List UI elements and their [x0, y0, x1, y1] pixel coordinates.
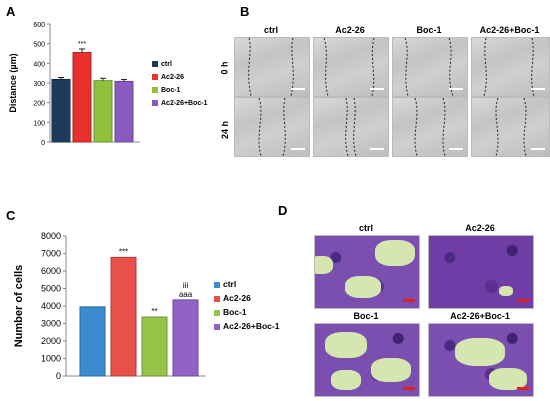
y-axis-label: Number of cells — [13, 265, 25, 348]
bar-ac2-26-boc-1 — [172, 299, 199, 377]
y-tick-label: 100 — [33, 120, 45, 127]
panel-letter-c: C — [6, 208, 16, 223]
legend-swatch — [152, 61, 158, 67]
significance-label: *** — [78, 41, 86, 48]
legend-swatch — [152, 87, 158, 93]
panel-letter-a: A — [6, 4, 16, 19]
y-tick-label: 2000 — [41, 336, 61, 346]
col-label-ctrl: ctrl — [263, 25, 278, 35]
scale-bar — [291, 88, 305, 90]
col-label-ac2-26: Ac2-26 — [335, 25, 365, 35]
legend-label: Ac2-26+Boc-1 — [223, 321, 280, 331]
y-tick-label: 7000 — [41, 249, 61, 259]
row-label-24h: 24 h — [220, 120, 231, 140]
chart-a: 0 100 200 300 400 500 600 Distance (µm) *** ctrl A… — [8, 22, 208, 147]
stained-micrograph-ac2-26 — [428, 235, 534, 309]
scale-bar — [449, 148, 463, 150]
y-tick-label: 8000 — [41, 231, 61, 241]
y-tick-label: 4000 — [41, 301, 61, 311]
panel-letter-b: B — [240, 4, 250, 19]
y-tick-label: 400 — [33, 61, 45, 68]
scale-bar — [370, 88, 384, 90]
scale-bar — [449, 88, 463, 90]
legend-label: Ac2-26 — [223, 293, 251, 303]
legend-label: ctrl — [161, 61, 172, 68]
legend-label: Boc-1 — [223, 307, 247, 317]
legend-label: Ac2-26+Boc-1 — [161, 100, 208, 107]
micrograph-ac2-26-0h — [313, 37, 389, 97]
y-tick-label: 1000 — [41, 354, 61, 364]
legend-swatch — [152, 100, 158, 106]
bar-ctrl — [79, 306, 106, 377]
significance-label: aaa — [179, 290, 193, 299]
micrograph-ac2-26-boc-1-0h — [471, 37, 550, 97]
panel-b-micrographs: ctrl Ac2-26 Boc-1 Ac2-26+Boc-1 0 h 24 h — [220, 25, 550, 165]
legend-swatch — [152, 74, 158, 80]
scale-bar — [291, 148, 305, 150]
label-d-ac2-26-boc-1: Ac2-26+Boc-1 — [450, 311, 510, 321]
scale-bar — [517, 387, 529, 390]
significance-label: iii — [183, 281, 189, 290]
scale-bar — [403, 299, 415, 302]
y-tick-label: 500 — [33, 42, 45, 49]
scale-bar — [531, 148, 545, 150]
panel-d-micrographs: ctrl Ac2-26 Boc-1 Ac2-26+Boc-1 — [310, 223, 546, 397]
y-tick-label: 600 — [33, 22, 45, 29]
bar-boc-1 — [141, 316, 168, 377]
scale-bar — [370, 148, 384, 150]
legend-swatch — [214, 296, 220, 302]
y-tick-label: 6000 — [41, 266, 61, 276]
bar-boc-1 — [93, 80, 113, 143]
label-d-ac2-26: Ac2-26 — [465, 223, 495, 233]
stained-micrograph-ctrl — [314, 235, 420, 309]
legend-swatch — [214, 282, 220, 288]
significance-label: ** — [151, 307, 157, 316]
significance-label: *** — [119, 247, 128, 256]
y-tick-label: 5000 — [41, 284, 61, 294]
y-tick-label: 0 — [56, 371, 61, 381]
bar-ac2-26-boc-1 — [114, 80, 134, 143]
y-tick-label: 300 — [33, 81, 45, 88]
y-tick-label: 3000 — [41, 319, 61, 329]
micrograph-ac2-26-24h — [313, 97, 389, 157]
legend-label: Boc-1 — [161, 87, 181, 94]
y-axis-label: Distance (µm) — [8, 53, 18, 112]
y-tick-label: 0 — [41, 140, 45, 147]
col-label-ac2-26-boc-1: Ac2-26+Boc-1 — [479, 25, 540, 35]
legend-label: Ac2-26 — [161, 74, 184, 81]
scale-bar — [517, 299, 529, 302]
row-label-0h: 0 h — [219, 61, 230, 75]
scale-bar — [531, 88, 545, 90]
legend-swatch — [214, 310, 220, 316]
panel-letter-d: D — [278, 203, 288, 218]
label-d-boc-1: Boc-1 — [353, 311, 379, 321]
scale-bar — [403, 387, 415, 390]
stained-micrograph-ac2-26-boc-1 — [428, 323, 534, 397]
legend-label: ctrl — [223, 279, 236, 289]
stained-micrograph-boc-1 — [314, 323, 420, 397]
y-tick-label: 200 — [33, 101, 45, 108]
micrograph-boc-1-24h — [392, 97, 468, 157]
micrograph-ctrl-0h — [234, 37, 310, 97]
micrograph-ac2-26-boc-1-24h — [471, 97, 550, 157]
micrograph-ctrl-24h — [234, 97, 310, 157]
chart-c: 0 1000 2000 3000 4000 5000 6000 7000 8000 Number … — [13, 231, 280, 381]
bar-ac2-26 — [72, 52, 92, 143]
col-label-boc-1: Boc-1 — [416, 25, 442, 35]
legend-swatch — [214, 324, 220, 330]
bar-ac2-26 — [110, 256, 137, 377]
bar-ctrl — [51, 78, 71, 143]
micrograph-boc-1-0h — [392, 37, 468, 97]
label-d-ctrl: ctrl — [358, 223, 373, 233]
